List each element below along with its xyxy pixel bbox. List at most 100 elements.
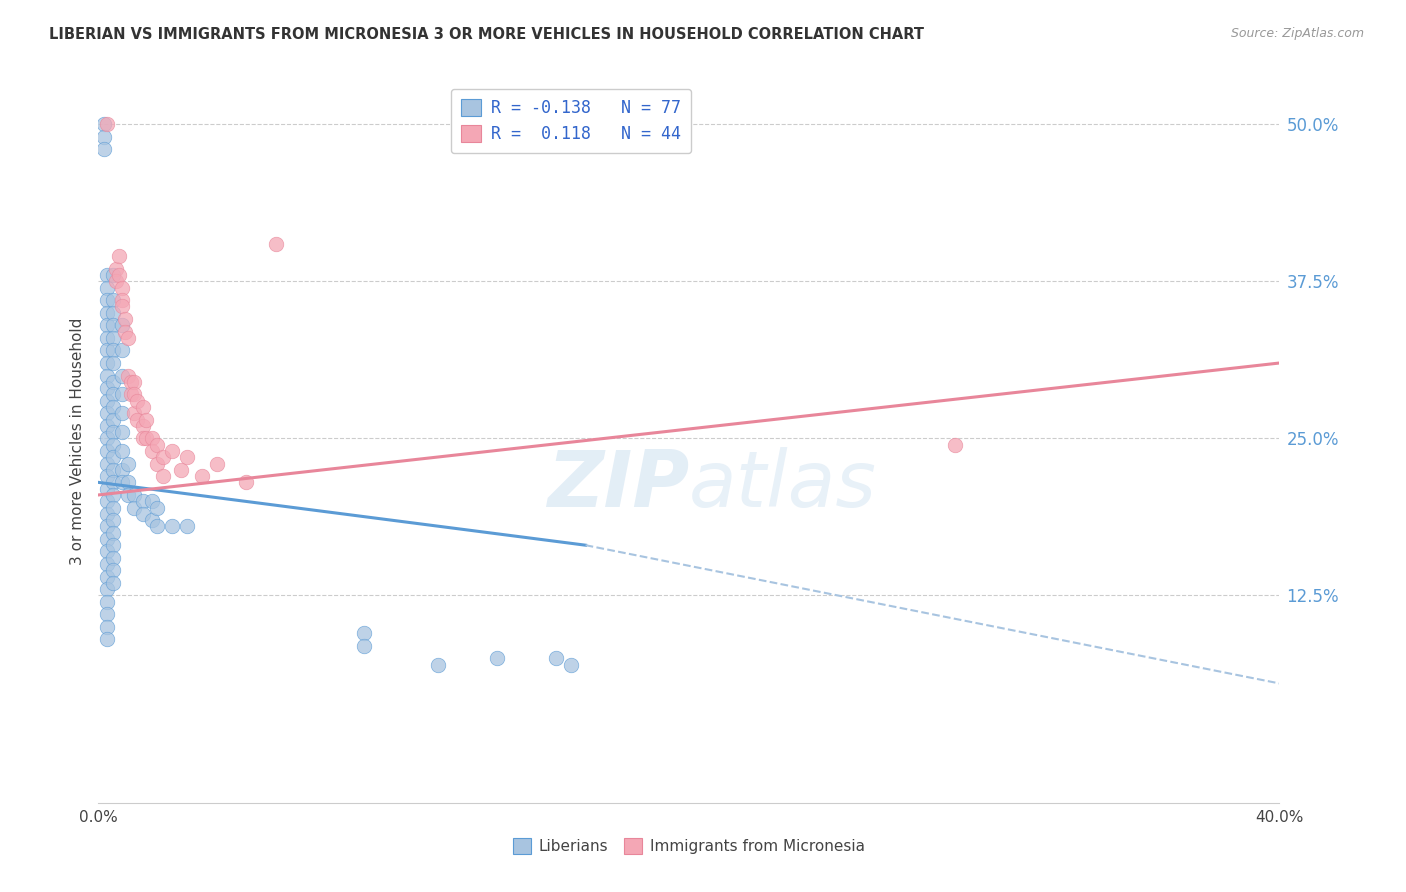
- Point: [96, 318, 118, 333]
- Point: [96, 381, 118, 395]
- Point: [96, 632, 118, 647]
- Text: LIBERIAN VS IMMIGRANTS FROM MICRONESIA 3 OR MORE VEHICLES IN HOUSEHOLD CORRELATI: LIBERIAN VS IMMIGRANTS FROM MICRONESIA 3…: [49, 27, 924, 42]
- Point: [103, 450, 125, 465]
- Point: [103, 400, 125, 414]
- Point: [170, 463, 193, 477]
- Point: [111, 444, 134, 458]
- Point: [141, 444, 163, 458]
- Point: [96, 268, 118, 282]
- Point: [111, 368, 134, 383]
- Point: [96, 457, 118, 471]
- Point: [96, 582, 118, 597]
- Point: [103, 356, 125, 370]
- Point: [103, 306, 125, 320]
- Point: [111, 318, 134, 333]
- Point: [96, 331, 118, 345]
- Point: [103, 412, 125, 426]
- Point: [96, 569, 118, 583]
- Point: [103, 268, 125, 282]
- Point: [125, 393, 148, 408]
- Point: [176, 450, 198, 465]
- Point: [122, 500, 145, 515]
- Legend: Liberians, Immigrants from Micronesia: Liberians, Immigrants from Micronesia: [508, 832, 870, 860]
- Point: [560, 657, 582, 672]
- Point: [152, 469, 174, 483]
- Point: [132, 400, 155, 414]
- Point: [96, 306, 118, 320]
- Point: [353, 639, 375, 653]
- Point: [103, 563, 125, 577]
- Point: [135, 431, 157, 445]
- Point: [96, 595, 118, 609]
- Point: [96, 393, 118, 408]
- Point: [132, 431, 155, 445]
- Point: [96, 343, 118, 358]
- Point: [111, 406, 134, 420]
- Point: [103, 425, 125, 439]
- Point: [93, 117, 115, 131]
- Point: [132, 418, 155, 433]
- Point: [103, 331, 125, 345]
- Point: [943, 438, 966, 452]
- Point: [135, 412, 157, 426]
- Point: [117, 331, 139, 345]
- Point: [111, 343, 134, 358]
- Point: [93, 129, 115, 144]
- Point: [96, 368, 118, 383]
- Text: 0.0%: 0.0%: [79, 810, 118, 825]
- Point: [111, 293, 134, 308]
- Point: [117, 488, 139, 502]
- Point: [103, 475, 125, 490]
- Point: [103, 318, 125, 333]
- Point: [96, 293, 118, 308]
- Point: [353, 626, 375, 640]
- Point: [103, 538, 125, 552]
- Point: [117, 368, 139, 383]
- Point: [146, 457, 169, 471]
- Text: atlas: atlas: [689, 447, 877, 523]
- Point: [132, 494, 155, 508]
- Point: [264, 236, 287, 251]
- Point: [162, 519, 183, 533]
- Point: [235, 475, 257, 490]
- Point: [191, 469, 214, 483]
- Point: [96, 482, 118, 496]
- Point: [96, 607, 118, 622]
- Point: [117, 475, 139, 490]
- Point: [105, 261, 128, 276]
- Point: [176, 519, 198, 533]
- Point: [103, 525, 125, 540]
- Point: [96, 418, 118, 433]
- Text: ZIP: ZIP: [547, 447, 689, 523]
- Point: [96, 406, 118, 420]
- Point: [141, 494, 163, 508]
- Point: [546, 651, 568, 665]
- Point: [96, 469, 118, 483]
- Point: [122, 375, 145, 389]
- Point: [96, 280, 118, 294]
- Point: [125, 412, 148, 426]
- Point: [162, 444, 183, 458]
- Text: 40.0%: 40.0%: [1256, 810, 1303, 825]
- Point: [96, 544, 118, 558]
- Point: [486, 651, 509, 665]
- Point: [132, 507, 155, 521]
- Point: [103, 343, 125, 358]
- Point: [427, 657, 450, 672]
- Point: [103, 293, 125, 308]
- Point: [122, 406, 145, 420]
- Point: [96, 356, 118, 370]
- Point: [111, 463, 134, 477]
- Point: [117, 457, 139, 471]
- Point: [108, 268, 131, 282]
- Point: [122, 488, 145, 502]
- Point: [111, 387, 134, 401]
- Point: [103, 387, 125, 401]
- Point: [141, 431, 163, 445]
- Point: [152, 450, 174, 465]
- Point: [96, 431, 118, 445]
- Point: [146, 519, 169, 533]
- Point: [120, 375, 142, 389]
- Point: [103, 463, 125, 477]
- Point: [105, 274, 128, 288]
